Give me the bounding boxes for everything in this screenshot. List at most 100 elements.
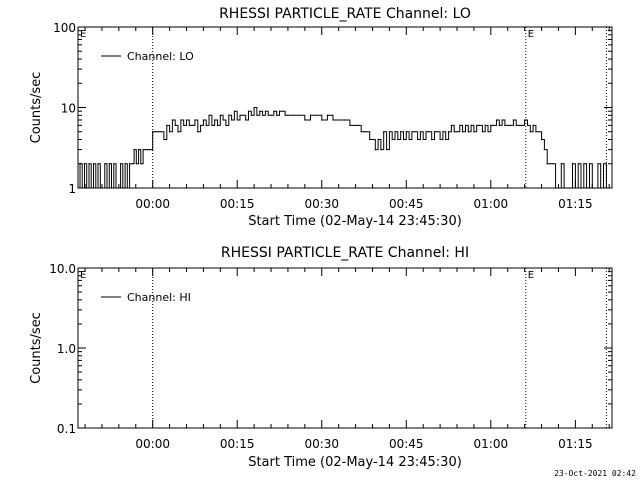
- lo-channel-panel: RHESSI PARTICLE_RATE Channel: LO 1 10 100 00…: [29, 6, 613, 229]
- data-point: [450, 124, 452, 126]
- data-point: [549, 163, 551, 165]
- data-point: [436, 131, 438, 133]
- data-point: [495, 119, 498, 121]
- data-point: [602, 163, 605, 165]
- data-point: [245, 119, 247, 121]
- data-point: [222, 119, 224, 121]
- y-tick-label: 1.0: [57, 342, 76, 356]
- data-point: [540, 138, 543, 141]
- data-point: [106, 187, 108, 189]
- data-point: [473, 131, 475, 133]
- data-point: [538, 131, 540, 133]
- data-point: [557, 187, 560, 189]
- data-point: [422, 138, 424, 141]
- data-point: [453, 131, 455, 133]
- data-point: [92, 163, 95, 165]
- data-point: [397, 138, 399, 141]
- data-point: [360, 131, 362, 133]
- data-point: [524, 119, 526, 121]
- data-point: [199, 124, 202, 126]
- data-point: [354, 124, 357, 126]
- data-point: [507, 124, 509, 126]
- data-point: [278, 110, 281, 112]
- data-point: [315, 114, 317, 116]
- hi-channel-panel: RHESSI PARTICLE_RATE Channel: HI 0.1 1.0 10…: [29, 245, 613, 470]
- data-point: [428, 131, 430, 133]
- data-point: [419, 131, 421, 133]
- data-point: [135, 163, 137, 165]
- data-point: [239, 114, 241, 116]
- data-point: [202, 119, 204, 121]
- data-point: [250, 114, 252, 116]
- data-point: [117, 187, 119, 189]
- data-point: [481, 131, 483, 133]
- data-point: [408, 138, 410, 141]
- data-point: [219, 114, 221, 116]
- x-tick-label: 00:00: [135, 197, 170, 211]
- data-point: [529, 131, 531, 133]
- data-point: [99, 187, 101, 189]
- data-point: [600, 187, 602, 189]
- data-point: [287, 114, 289, 116]
- data-point: [439, 138, 441, 141]
- data-point: [338, 119, 340, 121]
- data-point: [273, 110, 275, 112]
- data-point: [560, 163, 562, 165]
- data-point: [591, 187, 593, 189]
- data-point: [137, 148, 140, 151]
- data-point: [152, 131, 154, 133]
- data-point: [281, 110, 283, 112]
- data-point: [583, 163, 585, 165]
- data-point: [77, 187, 79, 189]
- data-point: [501, 119, 503, 121]
- data-point: [518, 124, 520, 126]
- data-point: [321, 119, 323, 121]
- data-point: [160, 131, 162, 133]
- data-point: [188, 124, 190, 126]
- data-point: [411, 131, 413, 133]
- data-point: [349, 124, 351, 126]
- data-point: [104, 163, 106, 165]
- x-axis-label: Start Time (02-May-14 23:45:30): [248, 455, 462, 470]
- data-point: [366, 131, 368, 133]
- data-point: [230, 119, 233, 121]
- data-point: [447, 131, 450, 133]
- data-point: [233, 110, 235, 112]
- data-point: [490, 124, 492, 126]
- data-point: [309, 114, 312, 116]
- data-point: [571, 163, 574, 165]
- data-point: [259, 110, 261, 112]
- data-point: [380, 148, 382, 151]
- data-point: [394, 131, 396, 133]
- data-point: [124, 163, 126, 165]
- data-point: [431, 138, 433, 141]
- data-point: [166, 124, 168, 126]
- data-point: [144, 148, 146, 151]
- data-point: [97, 163, 99, 165]
- data-point: [185, 119, 188, 121]
- data-point: [487, 131, 489, 133]
- data-point: [183, 124, 185, 126]
- chart-title: RHESSI PARTICLE_RATE Channel: HI: [221, 245, 469, 261]
- data-point: [108, 163, 110, 165]
- x-tick-label: 00:45: [389, 437, 424, 451]
- data-point: [194, 119, 196, 121]
- x-tick-label: 01:00: [474, 437, 509, 451]
- data-point: [147, 148, 149, 151]
- data-point: [563, 187, 565, 189]
- y-axis-label: Counts/sec: [29, 312, 44, 384]
- data-point: [478, 124, 481, 126]
- data-point: [391, 138, 393, 141]
- data-point: [276, 114, 278, 116]
- data-point: [493, 124, 495, 126]
- data-point: [594, 187, 596, 189]
- data-point: [577, 163, 579, 165]
- data-point: [515, 124, 517, 126]
- data-point: [588, 163, 591, 165]
- data-point: [456, 131, 458, 133]
- data-point: [414, 131, 416, 133]
- data-point: [605, 187, 607, 189]
- data-point: [261, 114, 264, 116]
- data-point: [402, 138, 405, 141]
- data-point: [369, 138, 371, 141]
